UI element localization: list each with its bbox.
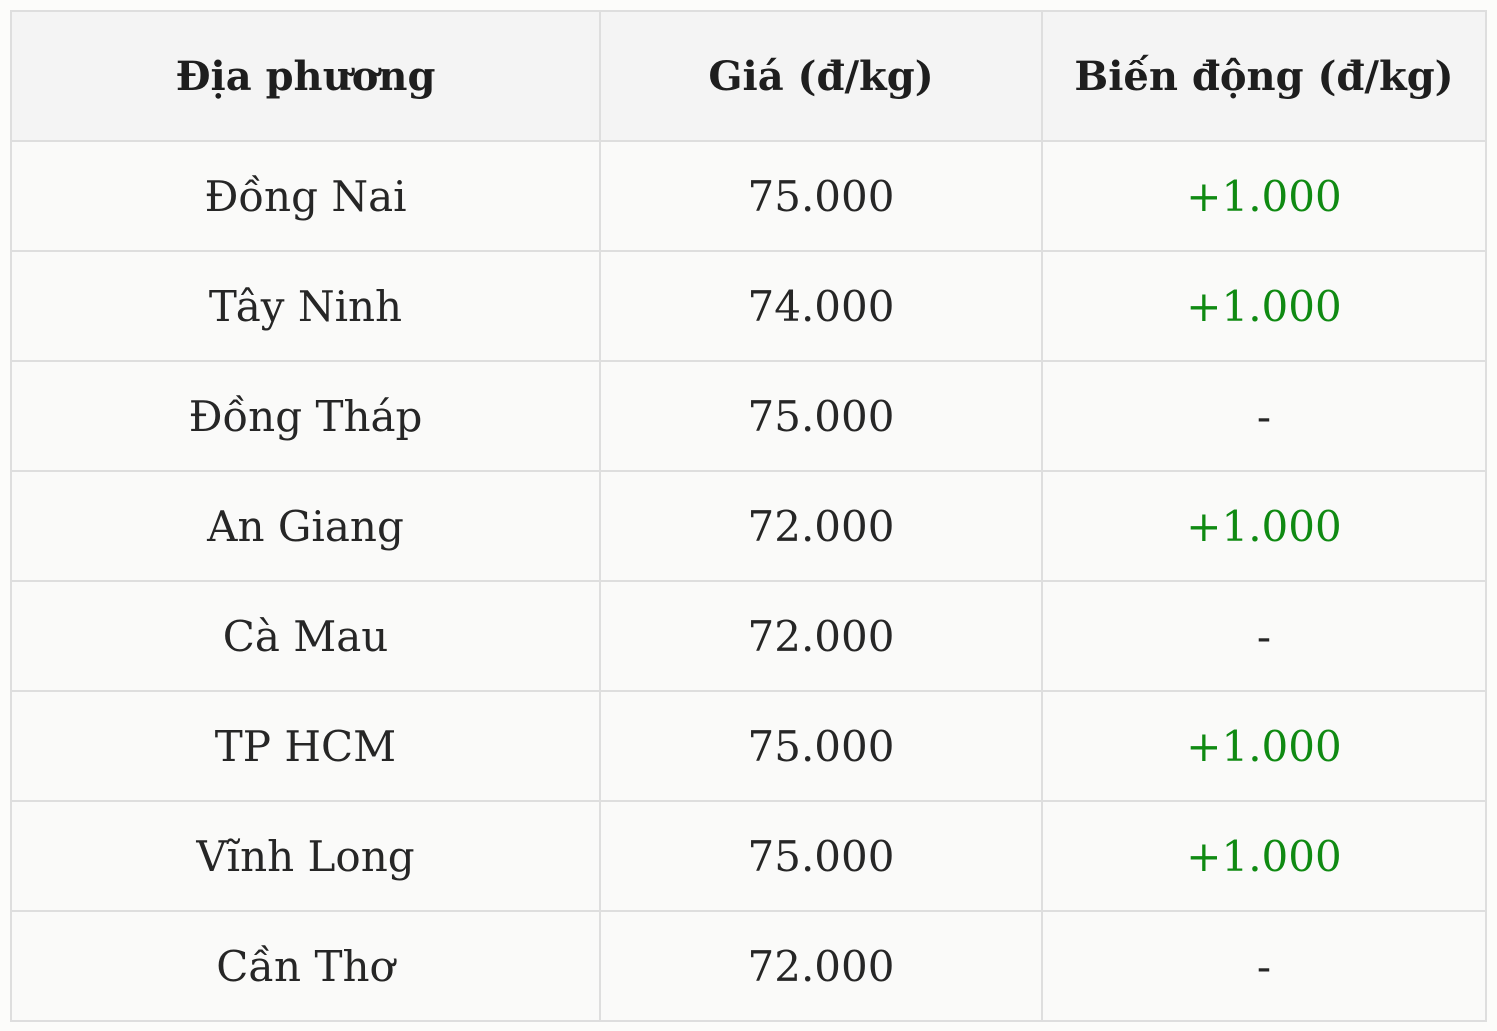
table-row: Đồng Tháp 75.000- (10, 360, 1487, 472)
header-row: Địa phương Giá (đ/kg) Biến động (đ/kg) (10, 10, 1487, 142)
cell-region: Đồng Nai (10, 140, 601, 252)
cell-region: An Giang (10, 470, 601, 582)
table-row: TP HCM 75.000 +1.000 (10, 690, 1487, 802)
cell-region: Cà Mau (10, 580, 601, 692)
cell-change: +1.000 (1041, 140, 1487, 252)
table-row: Đồng Nai 75.000 +1.000 (10, 140, 1487, 252)
cell-price: 74.000 (599, 250, 1043, 362)
cell-change: - (1041, 360, 1487, 472)
cell-change: +1.000 (1041, 250, 1487, 362)
price-table: Địa phương Giá (đ/kg) Biến động (đ/kg) Đ… (10, 10, 1487, 1022)
header-change: Biến động (đ/kg) (1041, 10, 1487, 142)
cell-change: +1.000 (1041, 800, 1487, 912)
cell-change: +1.000 (1041, 470, 1487, 582)
cell-region: TP HCM (10, 690, 601, 802)
cell-price: 72.000 (599, 470, 1043, 582)
cell-price: 75.000 (599, 360, 1043, 472)
header-region: Địa phương (10, 10, 601, 142)
cell-region: Tây Ninh (10, 250, 601, 362)
cell-region: Vĩnh Long (10, 800, 601, 912)
table-row: Vĩnh Long 75.000 +1.000 (10, 800, 1487, 912)
cell-price: 75.000 (599, 140, 1043, 252)
table-row: Cà Mau 72.000- (10, 580, 1487, 692)
cell-change: - (1041, 910, 1487, 1022)
cell-region: Cần Thơ (10, 910, 601, 1022)
cell-price: 75.000 (599, 800, 1043, 912)
cell-price: 72.000 (599, 580, 1043, 692)
table-row: Cần Thơ 72.000- (10, 910, 1487, 1022)
table-row: Tây Ninh 74.000 +1.000 (10, 250, 1487, 362)
cell-region: Đồng Tháp (10, 360, 601, 472)
table-row: An Giang 72.000 +1.000 (10, 470, 1487, 582)
cell-change: - (1041, 580, 1487, 692)
cell-price: 75.000 (599, 690, 1043, 802)
cell-price: 72.000 (599, 910, 1043, 1022)
header-price: Giá (đ/kg) (599, 10, 1043, 142)
cell-change: +1.000 (1041, 690, 1487, 802)
